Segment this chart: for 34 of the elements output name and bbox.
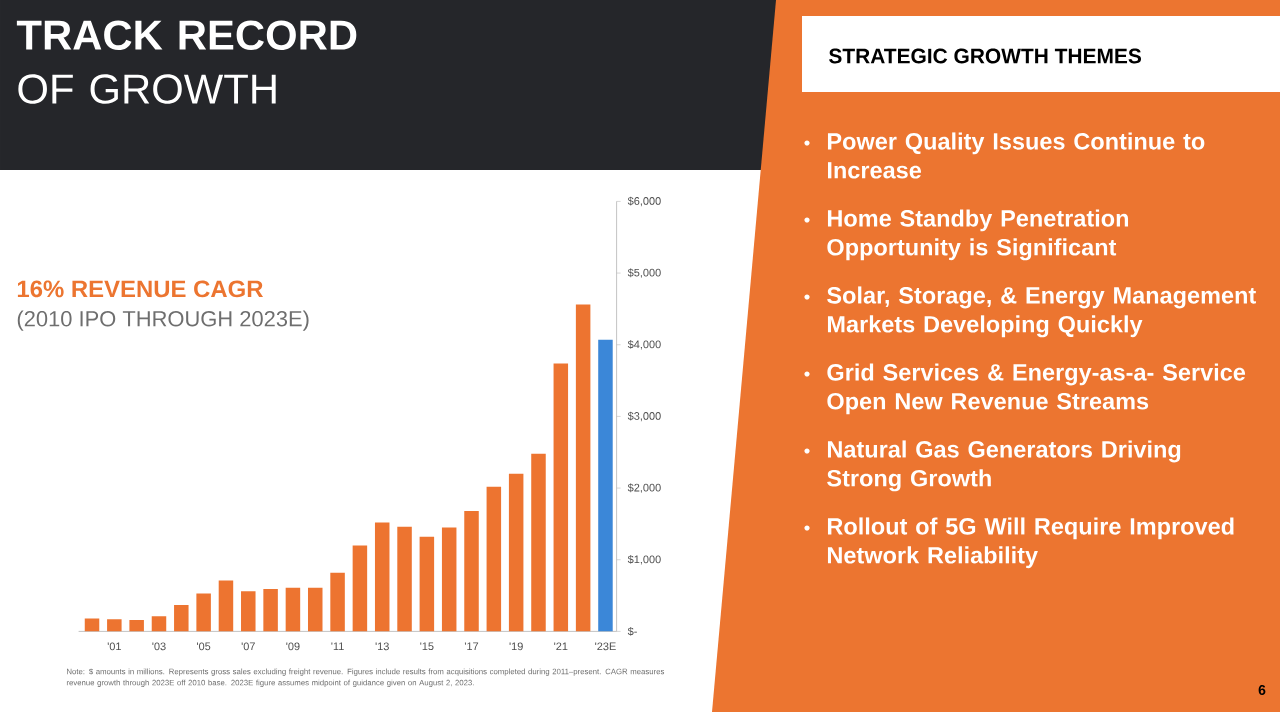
bar xyxy=(307,587,323,632)
bar xyxy=(352,545,368,632)
bar xyxy=(575,304,591,632)
bar xyxy=(218,580,234,632)
bar xyxy=(598,339,613,632)
text: Power Quality Issues Continue to Increase xyxy=(827,132,1205,179)
text: Rollout of 5G Will Require Improved Network Reliability xyxy=(827,517,1234,569)
bar xyxy=(241,591,256,632)
annotation: (2010 IPO THROUGH 2023E) xyxy=(17,310,309,331)
bar xyxy=(129,619,144,632)
bar xyxy=(107,619,122,632)
bar xyxy=(196,593,211,632)
text: Home Standby Penetration Opportunity is Significant xyxy=(827,209,1129,261)
bar xyxy=(397,526,412,632)
text: Grid Services & Energy-as-a- Service Open New Revenue Streams xyxy=(827,363,1246,415)
text: 16% REVENUE CAGR xyxy=(17,280,264,298)
bar xyxy=(441,527,457,632)
bar xyxy=(419,536,435,632)
bar xyxy=(486,486,502,632)
bar xyxy=(84,618,100,632)
bar xyxy=(531,453,546,632)
bar xyxy=(508,473,524,632)
text: Solar, Storage, & Energy Management Markets Developing Quickly xyxy=(827,286,1256,338)
bar xyxy=(151,616,167,632)
text: STRATEGIC GROWTH THEMES xyxy=(829,48,1142,64)
bar xyxy=(285,587,301,632)
chart-title: TRACK RECORD OF GROWTH xyxy=(16,20,357,104)
bar xyxy=(374,522,390,632)
bar xyxy=(464,511,479,632)
text: Natural Gas Generators Driving Strong Growth xyxy=(827,440,1181,492)
bar xyxy=(330,572,345,632)
bar xyxy=(553,363,569,632)
bar xyxy=(263,589,278,632)
bar xyxy=(174,604,189,632)
